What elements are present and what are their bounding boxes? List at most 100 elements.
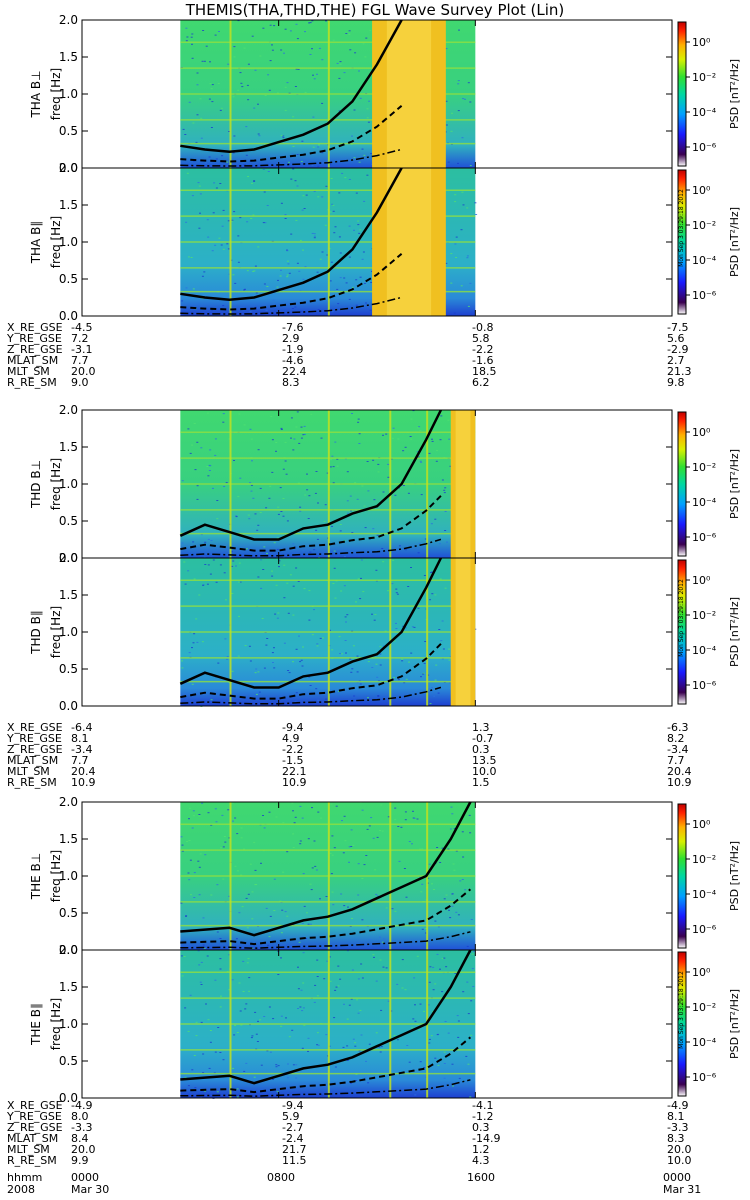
spectrogram-pixel (444, 1021, 447, 1022)
spectrogram-pixel (455, 911, 458, 913)
y-tick-label: 0.5 (59, 662, 78, 676)
spectrogram-pixel (338, 236, 341, 238)
spectrogram-pixel (237, 655, 240, 657)
spectrogram-pixel (357, 578, 360, 580)
spectrogram-pixel (245, 1062, 248, 1064)
y-tick-label: 0.0 (59, 551, 78, 565)
spectrogram-pixel (191, 683, 194, 685)
spectrogram-pixel (324, 504, 327, 506)
spectrogram-pixel (329, 466, 332, 468)
spectrogram-pixel (361, 878, 364, 879)
spectrogram-pixel (339, 63, 342, 65)
spectrogram-pixel (298, 270, 301, 272)
spectrogram-pixel (332, 210, 335, 212)
spectrogram-pixel (199, 853, 202, 855)
spectrogram-pixel (328, 956, 331, 958)
spectrogram-pixel (406, 1045, 409, 1046)
spectrogram-pixel (185, 27, 188, 29)
spectrogram-pixel (363, 864, 366, 866)
spectrogram-pixel (220, 107, 223, 109)
spectrogram-pixel (332, 904, 335, 906)
spectrogram-pixel (367, 697, 369, 699)
spectrogram-pixel (233, 211, 236, 213)
spectrogram-pixel (193, 160, 195, 162)
spectrogram-pixel (428, 452, 431, 454)
spectrogram-pixel (387, 476, 390, 478)
spectrogram-pixel (457, 1020, 460, 1022)
spectrogram-pixel (199, 98, 202, 100)
storm-core (455, 558, 471, 706)
spectrogram-pixel (208, 98, 211, 100)
spectrogram-pixel (254, 265, 257, 267)
spectrogram-pixel (333, 232, 336, 234)
spectrogram-pixel (316, 73, 318, 75)
spectrogram-pixel (379, 936, 381, 938)
spectrogram-pixel (387, 463, 390, 465)
ephemeris-block-2: X_RE_GSE -6.4 -9.4 1.3 -6.3 Y_RE_GSE 8.1 4.9 -0.… (0, 722, 750, 792)
spectrogram-pixel (423, 575, 426, 576)
spectrogram-pixel (370, 817, 373, 819)
spectrogram-pixel (292, 146, 295, 147)
spectrogram-pixel (431, 883, 433, 885)
spectrogram-pixel (416, 955, 419, 957)
spectrogram-pixel (228, 895, 231, 897)
spectrogram-pixel (413, 977, 416, 979)
spectrogram-pixel (243, 47, 246, 49)
spectrogram-pixel (195, 141, 198, 143)
ephemeris-row: Z_RE_GSE -3.4 -2.2 0.3 -3.4 (7, 744, 707, 755)
spectrogram-pixel (341, 653, 343, 655)
spectrogram-pixel (271, 570, 273, 572)
colorbar-label: PSD [nT²/Hz] (728, 597, 741, 667)
spectrogram-pixel (219, 109, 222, 111)
spectrogram-pixel (231, 219, 234, 221)
y-tick-label: 0.0 (59, 309, 78, 323)
spectrogram-pixel (466, 255, 469, 257)
spectrogram-pixel (293, 438, 296, 440)
spectrogram-pixel (211, 101, 214, 103)
spectrogram-pixel (396, 983, 399, 985)
panel-ylabel: THE B⊥ (29, 853, 43, 900)
spectrogram-pixel (365, 302, 367, 304)
spectrogram-pixel (268, 811, 271, 813)
spectrogram-pixel (394, 494, 397, 496)
spectrogram-pixel (297, 482, 300, 484)
spectrogram-pixel (306, 912, 308, 914)
spectrogram-pixel (247, 176, 250, 177)
ephemeris-value: 8.0 (71, 1110, 89, 1123)
spectrogram-pixel (291, 802, 294, 804)
spectrogram-pixel (458, 937, 461, 939)
spectrogram-pixel (448, 648, 450, 650)
spectrogram-pixel (331, 891, 334, 893)
spectrogram-pixel (295, 23, 298, 25)
panel-stamp: Mon Sep 3 03:29:18 2012 (678, 189, 685, 267)
ephemeris-value: 4.3 (472, 1154, 490, 1167)
spectrogram-pixel (287, 670, 290, 671)
spectrogram-pixel (307, 518, 310, 519)
spectrogram-pixel (194, 1087, 197, 1089)
burst-column (229, 410, 232, 558)
spectrogram-pixel (230, 220, 233, 222)
spectrogram-pixel (373, 956, 375, 958)
spectrogram-pixel (183, 956, 186, 957)
spectrogram-pixel (280, 511, 283, 512)
spectrogram-pixel (397, 438, 400, 440)
colorbar-tick-label: 10⁻² (692, 609, 716, 622)
spectrogram-pixel (286, 1077, 289, 1079)
colorbar (677, 951, 687, 1097)
spectrogram-pixel (313, 840, 316, 842)
burst-column (389, 410, 392, 558)
spectrogram-pixel (205, 162, 207, 164)
spectrogram-pixel (316, 995, 319, 997)
spectrogram-pixel (282, 135, 285, 137)
burst-column (327, 20, 330, 168)
spectrogram-pixel (450, 130, 453, 132)
spectrogram-pixel (232, 274, 235, 276)
spectrogram-pixel (329, 211, 332, 213)
spectrogram-pixel (231, 670, 234, 672)
ephemeris-label: Z_RE_GSE (7, 1121, 63, 1134)
spectrogram-pixel (267, 74, 270, 76)
spectrogram-pixel (282, 822, 285, 824)
spectrogram-pixel (382, 699, 385, 701)
spectrogram-pixel (288, 1036, 291, 1038)
spectrogram-pixel (357, 418, 360, 420)
